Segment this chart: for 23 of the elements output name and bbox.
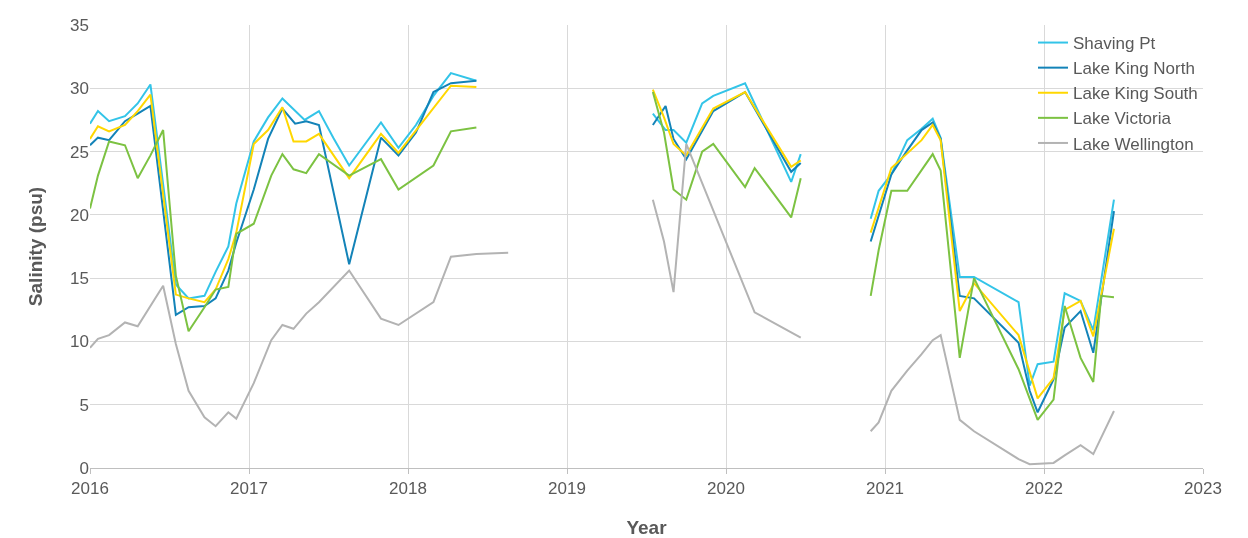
y-tick-label: 25	[70, 142, 89, 162]
x-tick-label: 2019	[548, 479, 586, 499]
legend-label: Lake Victoria	[1073, 109, 1172, 129]
legend-label: Shaving Pt	[1073, 34, 1156, 54]
y-axis-title: Salinity (psu)	[25, 186, 46, 307]
y-tick-label: 0	[79, 458, 89, 478]
x-axis-title: Year	[626, 517, 668, 538]
legend-label: Lake King South	[1073, 84, 1198, 104]
x-tick-label: 2023	[1184, 479, 1222, 499]
x-tick-label: 2022	[1025, 479, 1063, 499]
x-tick-label: 2021	[866, 479, 904, 499]
x-tick-label: 2016	[71, 479, 109, 499]
x-tick-label: 2017	[230, 479, 268, 499]
y-tick-label: 10	[70, 332, 89, 352]
y-tick-label: 35	[70, 15, 89, 35]
y-tick-label: 20	[70, 205, 89, 225]
legend-label: Lake King North	[1073, 59, 1195, 79]
x-tick-label: 2020	[707, 479, 745, 499]
legend-label: Lake Wellington	[1073, 134, 1194, 154]
x-tick-label: 2018	[389, 479, 427, 499]
y-tick-label: 30	[70, 79, 89, 99]
y-tick-label: 5	[79, 395, 89, 415]
y-tick-label: 15	[70, 269, 89, 289]
